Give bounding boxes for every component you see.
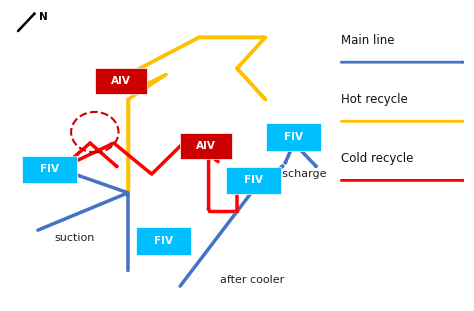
- Text: discharge: discharge: [273, 169, 327, 179]
- Text: AIV: AIV: [196, 141, 216, 151]
- FancyBboxPatch shape: [136, 227, 191, 255]
- Text: N: N: [39, 12, 47, 22]
- Text: FIV: FIV: [154, 236, 173, 246]
- FancyBboxPatch shape: [22, 156, 77, 183]
- Text: Main line: Main line: [341, 34, 395, 47]
- Text: FIV: FIV: [284, 132, 303, 142]
- Text: FIV: FIV: [244, 175, 263, 185]
- FancyBboxPatch shape: [266, 123, 321, 151]
- FancyBboxPatch shape: [94, 68, 147, 94]
- Text: FIV: FIV: [40, 165, 59, 174]
- Text: after cooler: after cooler: [220, 275, 285, 285]
- FancyBboxPatch shape: [226, 167, 281, 194]
- Text: suction: suction: [55, 233, 95, 243]
- Text: Hot recycle: Hot recycle: [341, 93, 408, 106]
- Text: AIV: AIV: [111, 76, 131, 86]
- FancyBboxPatch shape: [180, 133, 232, 159]
- Text: Cold recycle: Cold recycle: [341, 152, 414, 165]
